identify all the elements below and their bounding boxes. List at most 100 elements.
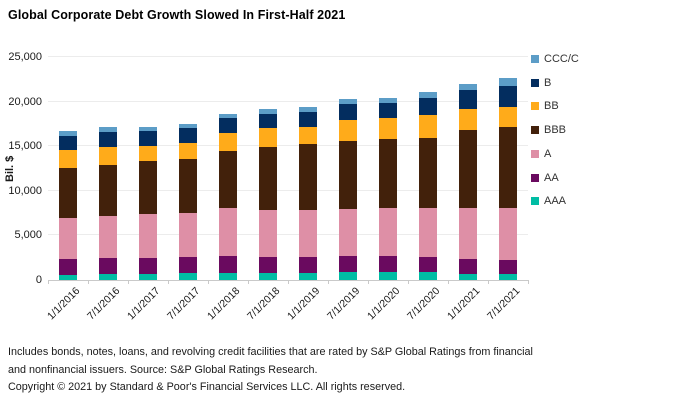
stacked-bar-7-1-2019: [339, 98, 357, 280]
bar-segment-aa: [219, 255, 237, 274]
x-axis-tick: [88, 280, 89, 284]
x-axis-tick: [168, 280, 169, 284]
legend-item-ccc-c: CCC/C: [531, 53, 579, 65]
bar-segment-a: [219, 208, 237, 256]
bar-slot: [488, 57, 528, 280]
gridline: [48, 56, 528, 57]
bar-segment-bbb: [219, 150, 237, 209]
bar-segment-a: [179, 213, 197, 257]
gridline: [48, 234, 528, 236]
legend-label: CCC/C: [544, 53, 579, 65]
legend-swatch-icon: [531, 126, 539, 135]
y-tick-label: 25,000: [8, 51, 42, 63]
footnote-line-1: Includes bonds, notes, loans, and revolv…: [8, 346, 533, 358]
bar-segment-bbb: [499, 127, 517, 208]
bar-segment-ccc-c: [499, 78, 517, 86]
bar-segment-aa: [259, 256, 277, 273]
x-tick-label: 1/1/2017: [125, 285, 163, 323]
x-axis-tick: [448, 280, 449, 284]
bar-segment-bbb: [419, 138, 437, 208]
bar-segment-a: [299, 210, 317, 257]
stacked-bar-1-1-2018: [219, 113, 237, 280]
bar-segment-bb: [219, 132, 237, 151]
x-tick-label: 7/1/2017: [165, 285, 203, 323]
bar-segment-bb: [59, 150, 77, 168]
legend-swatch-icon: [531, 197, 539, 206]
bar-segment-bb: [379, 117, 397, 140]
bar-segment-bbb: [99, 164, 117, 216]
bar-segment-ccc-c: [139, 126, 157, 131]
bar-segment-aaa: [299, 272, 317, 280]
bar-segment-b: [99, 132, 117, 147]
bar-segment-bb: [299, 127, 317, 144]
bar-segment-bb: [419, 115, 437, 139]
bar-segment-a: [339, 209, 357, 256]
bar-segment-bbb: [59, 167, 77, 218]
bar-segment-bbb: [179, 158, 197, 214]
bar-slot: [168, 57, 208, 280]
gridline: [48, 100, 528, 102]
stacked-bar-7-1-2018: [259, 108, 277, 280]
bar-segment-bb: [139, 145, 157, 162]
legend-swatch-icon: [531, 55, 539, 63]
legend-item-aaa: AAA: [531, 195, 566, 207]
stacked-bar-7-1-2020: [419, 92, 437, 280]
bar-segment-aa: [139, 258, 157, 275]
plot-area: [48, 56, 528, 281]
legend-swatch-icon: [531, 173, 539, 182]
bar-segment-a: [379, 207, 397, 256]
bar-segment-aaa: [379, 271, 397, 280]
bar-segment-aaa: [259, 272, 277, 280]
bar-segment-a: [419, 207, 437, 257]
bar-segment-b: [339, 103, 357, 120]
x-axis-tick: [488, 280, 489, 284]
bar-segment-a: [99, 215, 117, 258]
bar-slot: [328, 57, 368, 280]
bar-segment-ccc-c: [459, 84, 477, 91]
legend-item-bbb: BBB: [531, 124, 566, 136]
legend-swatch-icon: [531, 102, 539, 111]
legend-item-a: A: [531, 148, 551, 160]
bar-segment-aaa: [499, 273, 517, 280]
stacked-bar-chart: Bil. $ 0 5,000 10,000 15,000 20,000 25,000 1/…: [4, 51, 579, 323]
x-axis-tick: [528, 280, 529, 284]
bar-segment-b: [499, 85, 517, 107]
bar-segment-aa: [499, 259, 517, 274]
x-axis-tick: [288, 280, 289, 284]
x-axis-tick: [328, 280, 329, 284]
bar-segment-a: [259, 210, 277, 257]
bar-slot: [48, 57, 88, 280]
bar-segment-b: [59, 135, 77, 151]
bar-segment-ccc-c: [99, 126, 117, 133]
bar-segment-b: [219, 117, 237, 133]
bar-segment-ccc-c: [179, 123, 197, 129]
bar-segment-bbb: [339, 141, 357, 210]
y-tick-label: 15,000: [8, 140, 42, 153]
bar-segment-ccc-c: [219, 113, 237, 118]
x-tick-label: 1/1/2019: [285, 285, 323, 323]
stacked-bar-1-1-2016: [59, 131, 77, 280]
stacked-bar-1-1-2021: [459, 84, 477, 280]
bar-segment-bbb: [299, 144, 317, 210]
x-tick-label: 1/1/2021: [445, 285, 483, 323]
bar-segment-b: [459, 90, 477, 110]
legend-label: B: [544, 76, 552, 89]
bar-segment-bb: [459, 109, 477, 131]
bar-segment-bb: [499, 106, 517, 128]
bar-segment-b: [139, 130, 157, 146]
bar-segment-ccc-c: [379, 98, 397, 103]
x-tick-label: 7/1/2021: [485, 285, 523, 323]
bar-segment-bbb: [139, 161, 157, 215]
bar-segment-ccc-c: [259, 108, 277, 114]
x-tick-label: 1/1/2016: [45, 285, 83, 323]
bar-segment-bb: [259, 127, 277, 148]
bar-segment-ccc-c: [299, 107, 317, 112]
bar-segment-a: [459, 207, 477, 260]
bar-segment-aa: [459, 259, 477, 274]
bar-segment-aa: [99, 257, 117, 275]
bar-segment-ccc-c: [339, 98, 357, 104]
stacked-bar-7-1-2016: [99, 126, 117, 280]
bar-segment-b: [259, 113, 277, 128]
x-tick-label: 7/1/2020: [405, 285, 443, 323]
x-tick-label: 7/1/2018: [245, 285, 283, 323]
